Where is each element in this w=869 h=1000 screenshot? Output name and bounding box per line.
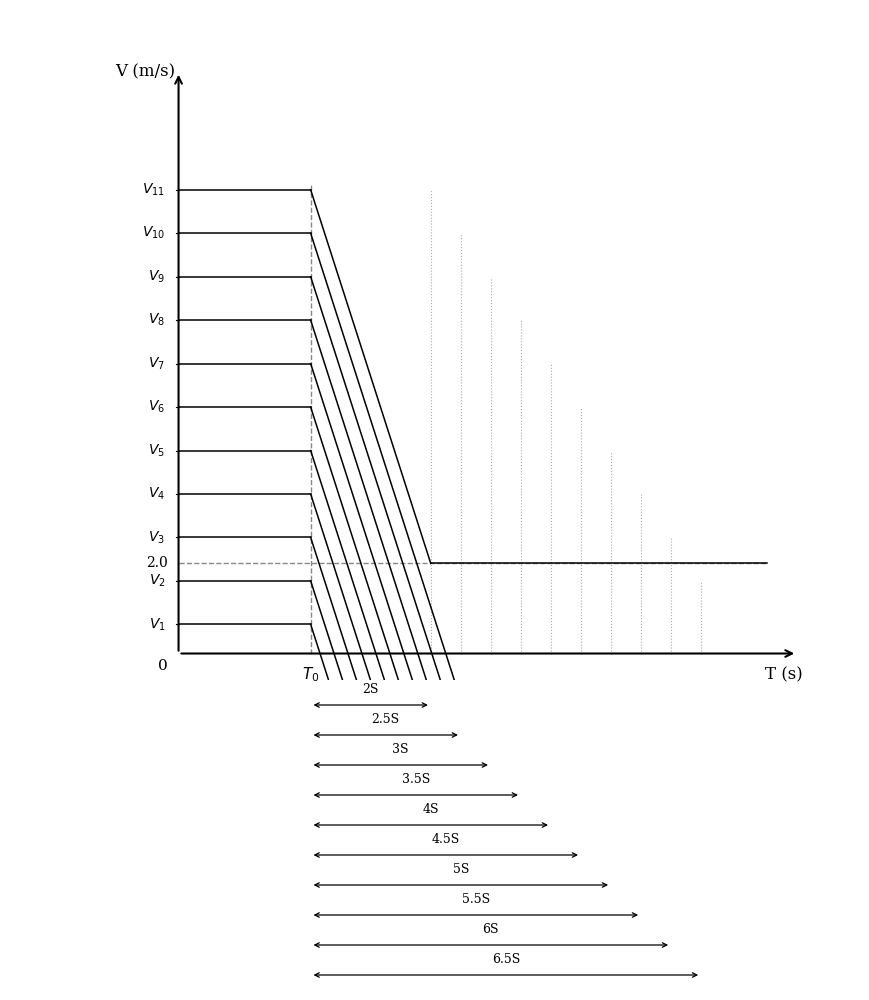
Text: T (s): T (s) <box>765 667 802 684</box>
Text: 5S: 5S <box>452 863 468 876</box>
Text: 6.5S: 6.5S <box>491 953 520 966</box>
Text: $V_{1}$: $V_{1}$ <box>149 616 165 633</box>
Text: $V_{5}$: $V_{5}$ <box>149 442 165 459</box>
Text: $V_{8}$: $V_{8}$ <box>149 312 165 328</box>
Text: 4S: 4S <box>422 803 439 816</box>
Text: $V_{10}$: $V_{10}$ <box>142 225 165 241</box>
Text: 0: 0 <box>158 659 168 673</box>
Text: $V_{6}$: $V_{6}$ <box>149 399 165 415</box>
Text: 2.5S: 2.5S <box>371 713 400 726</box>
Text: $V_{11}$: $V_{11}$ <box>143 182 165 198</box>
Text: 4.5S: 4.5S <box>431 833 460 846</box>
Text: 2S: 2S <box>362 683 379 696</box>
Text: $V_{3}$: $V_{3}$ <box>149 529 165 546</box>
Text: $V_{4}$: $V_{4}$ <box>148 486 165 502</box>
Text: 3.5S: 3.5S <box>401 773 429 786</box>
Text: $V_{2}$: $V_{2}$ <box>149 573 165 589</box>
Text: 6S: 6S <box>482 923 499 936</box>
Text: 2.0: 2.0 <box>146 556 168 570</box>
Text: V (m/s): V (m/s) <box>116 63 176 80</box>
Text: 5.5S: 5.5S <box>461 893 489 906</box>
Text: $V_{9}$: $V_{9}$ <box>149 269 165 285</box>
Text: $T_0$: $T_0$ <box>302 665 319 684</box>
Text: 3S: 3S <box>392 743 408 756</box>
Text: $V_{7}$: $V_{7}$ <box>149 355 165 372</box>
